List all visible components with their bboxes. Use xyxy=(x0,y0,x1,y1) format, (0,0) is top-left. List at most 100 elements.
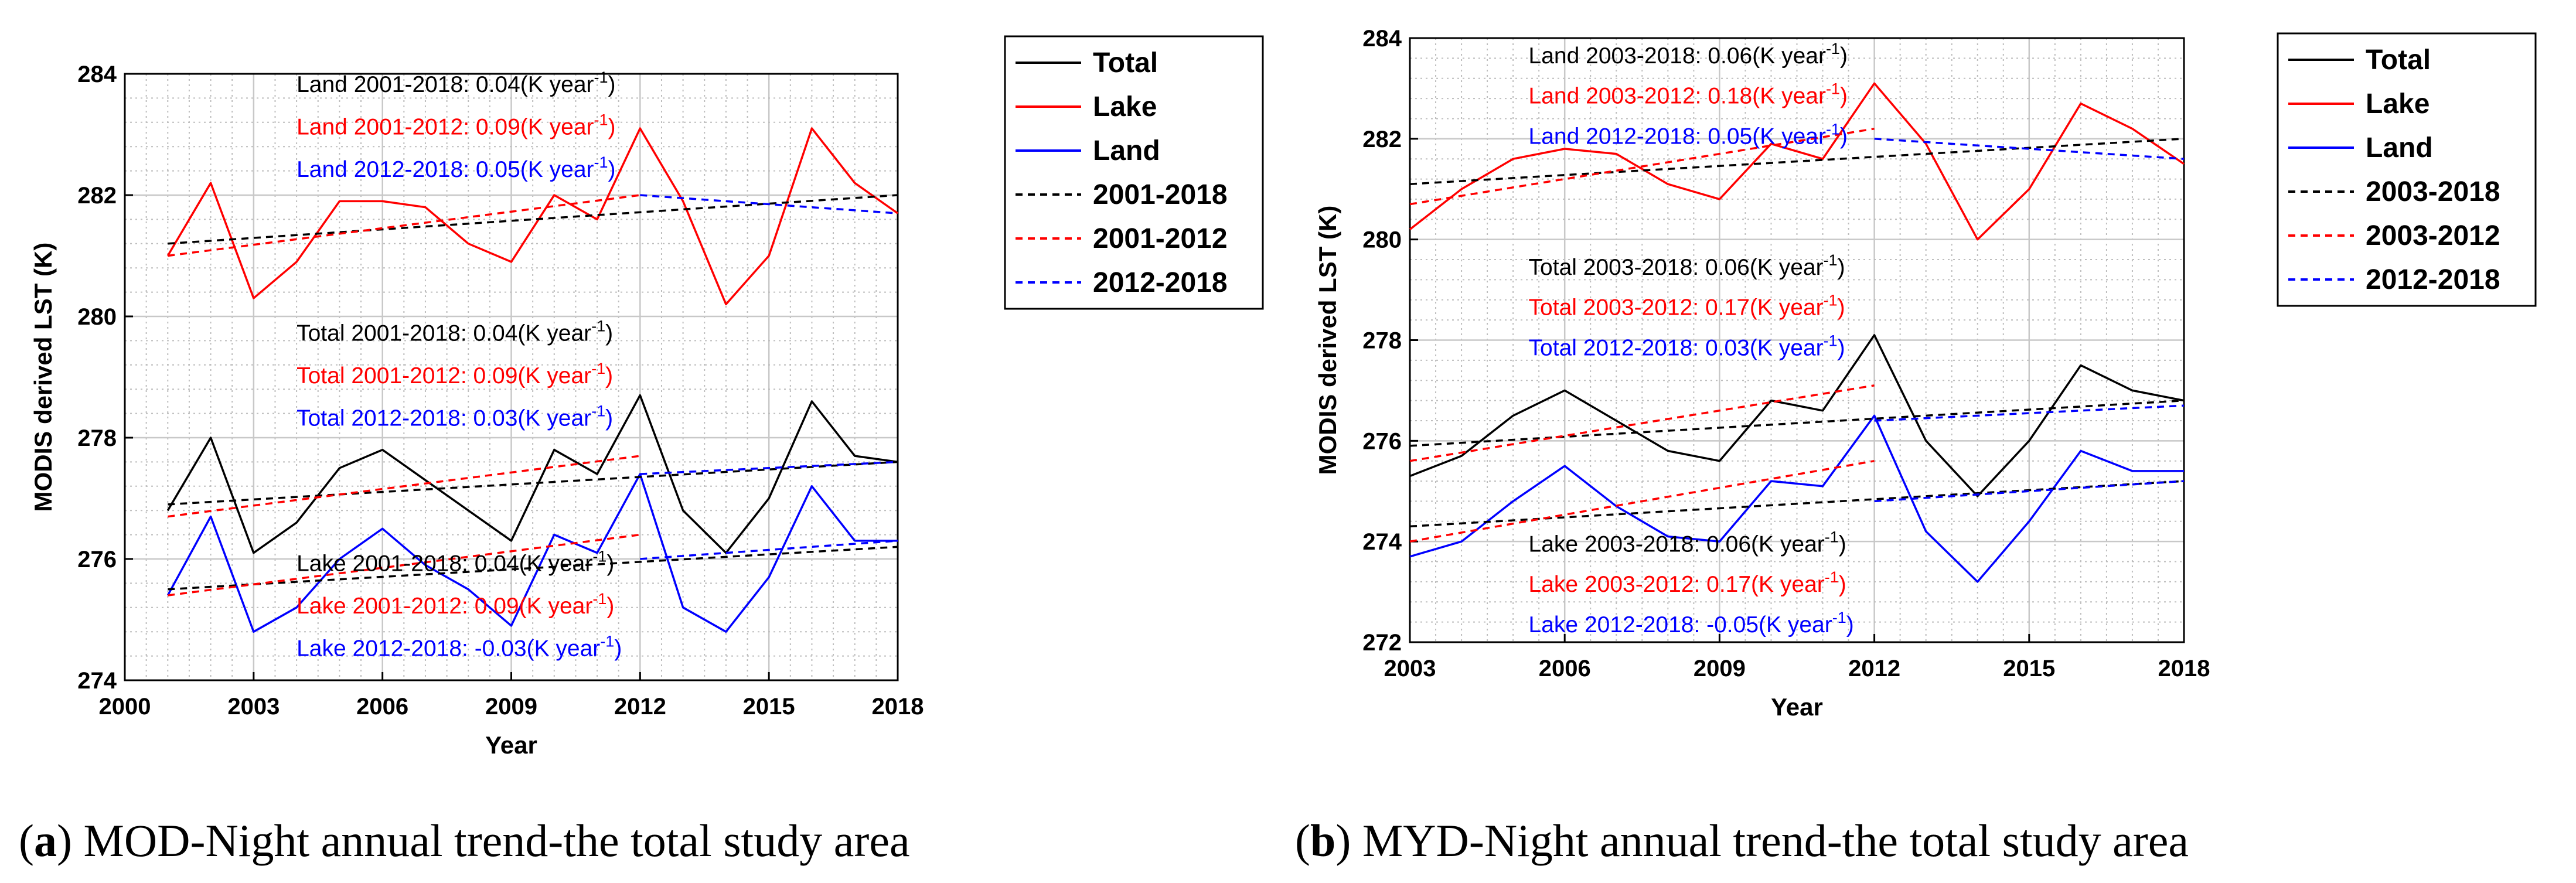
chart-b-annotation-3-exp: -1 xyxy=(1824,251,1838,269)
chart-b-annotation-3-label: Total 2003-2018: 0.06 xyxy=(1529,255,1750,280)
chart-b-x-tick-label-2009: 2009 xyxy=(1694,656,1746,681)
chart-a-annotation-6-close: ) xyxy=(606,551,614,577)
chart-b-legend-label-2003-2018: 2003-2018 xyxy=(2366,176,2500,207)
chart-b-annotation-4: Total 2003-2012: 0.17(K year-1) xyxy=(1529,292,1845,321)
chart-b-series-2003-2018-lake xyxy=(1409,138,2185,185)
chart-a-annotation-3: Total 2001-2018: 0.04(K year-1) xyxy=(297,317,613,346)
chart-b-series-land xyxy=(1409,414,2184,583)
chart-b-x-tick-label-2012: 2012 xyxy=(1848,656,1900,681)
chart-b-annotation-8-close: ) xyxy=(1846,612,1854,637)
chart-a-annotation-1-close: ) xyxy=(608,115,616,140)
chart-a-annotation-5: Total 2012-2018: 0.03(K year-1) xyxy=(297,402,613,431)
chart-a-series-total xyxy=(166,394,898,554)
chart-b-annotation-8-unit: (K year xyxy=(1759,612,1832,637)
chart-a-annotation-2-exp: -1 xyxy=(594,154,608,171)
chart-a-y-axis-label: MODIS derived LST (K) xyxy=(29,243,57,512)
chart-b-x-tick-label-2018: 2018 xyxy=(2158,656,2210,681)
chart-a-series-2012-2018-total xyxy=(640,461,898,475)
chart-a-annotation-4: Total 2001-2012: 0.09(K year-1) xyxy=(297,360,613,388)
chart-b-series-2003-2018-total xyxy=(1409,399,2185,447)
chart-a-y-tick-label-276: 276 xyxy=(77,547,117,572)
chart-a-annotation-0-unit: (K year xyxy=(520,72,594,97)
chart-a-annotation-1: Land 2001-2012: 0.09(K year-1) xyxy=(297,111,615,140)
chart-a-legend-box xyxy=(1004,35,1264,310)
chart-b-annotation-4-exp: -1 xyxy=(1824,292,1838,309)
chart-b-annotation-5-unit: (K year xyxy=(1750,335,1824,360)
chart-a-y-tick-label-284: 284 xyxy=(77,62,117,87)
chart-b-annotation-7-exp: -1 xyxy=(1825,568,1839,586)
chart-a-x-tick-label-2000: 2000 xyxy=(99,694,151,720)
chart-b-x-tick-label-2015: 2015 xyxy=(2003,656,2055,681)
chart-b-annotation-4-close: ) xyxy=(1838,295,1845,321)
chart-b-y-tick-label-284: 284 xyxy=(1362,26,1402,52)
caption-b-close: ) xyxy=(1335,815,1351,866)
chart-b-annotation-6: Lake 2003-2018: 0.06(K year-1) xyxy=(1529,528,1846,557)
chart-b-x-axis-label: Year xyxy=(1771,693,1823,721)
chart-b-annotation-1-close: ) xyxy=(1840,84,1848,109)
chart-a-legend-label-land: Land xyxy=(1093,135,1160,166)
chart-a-annotation-8-exp: -1 xyxy=(600,633,614,650)
caption-a-text: MOD-Night annual trend-the total study a… xyxy=(71,815,910,866)
chart-b-annotation-5-close: ) xyxy=(1838,335,1845,360)
chart-a-annotation-5-exp: -1 xyxy=(591,402,605,420)
chart-a-annotation-6-exp: -1 xyxy=(592,548,606,565)
chart-a-annotation-3-unit: (K year xyxy=(517,321,591,346)
chart-b-series-2003-2012-lake xyxy=(1409,127,1875,206)
chart-b-x-tick-label-2003: 2003 xyxy=(1384,656,1436,681)
chart-b-y-tick-label-280: 280 xyxy=(1362,227,1402,253)
chart-a-annotation-8-unit: (K year xyxy=(527,636,601,662)
chart-a-annotation-7-close: ) xyxy=(606,594,614,619)
chart-b-legend-label-lake: Lake xyxy=(2366,88,2430,120)
chart-a-series-2001-2012-land xyxy=(168,533,640,596)
chart-a-series-2001-2018-land xyxy=(168,546,898,591)
chart-b-annotation-7-close: ) xyxy=(1839,572,1846,597)
chart-a-annotation-5-unit: (K year xyxy=(517,405,591,431)
chart-a-legend-label-lake: Lake xyxy=(1093,91,1157,122)
chart-b-legend-label-2003-2012: 2003-2012 xyxy=(2366,220,2500,251)
chart-a-series-land xyxy=(166,473,898,633)
chart-a-annotation-4-label: Total 2001-2012: 0.09 xyxy=(297,363,517,388)
chart-a-y-tick-label-274: 274 xyxy=(77,668,117,694)
chart-b-annotation-4-label: Total 2003-2012: 0.17 xyxy=(1529,295,1750,321)
chart-b-annotation-0: Land 2003-2018: 0.06(K year-1) xyxy=(1529,40,1848,69)
chart-b-y-tick-label-276: 276 xyxy=(1362,428,1402,454)
chart-a-series-2012-2018-land xyxy=(640,540,898,560)
chart-a-annotation-0-label: Land 2001-2018: 0.04 xyxy=(297,72,520,97)
chart-b: 2003 2006 2009 2012 2015 2018 272 274 276 278 280 2… xyxy=(1314,26,2537,721)
chart-a-legend-label-2012-2018: 2012-2018 xyxy=(1093,267,1228,298)
chart-b-annotation-2-label: Land 2012-2018: 0.05 xyxy=(1529,124,1753,149)
chart-a-annotation-7: Lake 2001-2012: 0.09(K year-1) xyxy=(297,590,614,619)
chart-b-annotation-8: Lake 2012-2018: -0.05(K year-1) xyxy=(1529,609,1854,637)
chart-a-x-tick-label-2018: 2018 xyxy=(872,694,924,720)
chart-a-annotation-8-label: Lake 2012-2018: -0.03 xyxy=(297,636,526,662)
chart-b-annotation-2-close: ) xyxy=(1840,124,1848,149)
chart-a-series-2001-2012-lake xyxy=(168,194,640,257)
caption-a-close: ) xyxy=(56,815,72,866)
chart-a-x-tick-label-2006: 2006 xyxy=(356,694,408,720)
caption-a-open: ( xyxy=(19,815,34,866)
chart-a-annotation-3-exp: -1 xyxy=(591,317,605,335)
chart-b-legend-label-land: Land xyxy=(2366,132,2433,163)
chart-b-legend-label-total: Total xyxy=(2366,45,2431,76)
chart-a-annotation-2-label: Land 2012-2018: 0.05 xyxy=(297,157,520,182)
chart-a-annotation-5-label: Total 2012-2018: 0.03 xyxy=(297,405,517,431)
caption-b-letter: b xyxy=(1310,815,1336,866)
chart-a-annotation-6-unit: (K year xyxy=(519,551,593,577)
chart-a-annotation-1-unit: (K year xyxy=(520,115,594,140)
chart-b-annotation-7-unit: (K year xyxy=(1751,572,1825,597)
chart-a-annotation-0-close: ) xyxy=(608,72,616,97)
chart-b-x-tick-label-2006: 2006 xyxy=(1539,656,1591,681)
chart-a-annotation-7-exp: -1 xyxy=(592,590,606,608)
chart-b-annotation-1: Land 2003-2012: 0.18(K year-1) xyxy=(1529,80,1848,109)
caption-b: (b) MYD-Night annual trend-the total stu… xyxy=(1295,814,2189,867)
chart-a-x-tick-label-2012: 2012 xyxy=(614,694,666,720)
chart-a-annotation-2-unit: (K year xyxy=(520,157,594,182)
chart-b-annotation-0-label: Land 2003-2018: 0.06 xyxy=(1529,43,1753,69)
chart-a-annotation-7-label: Lake 2001-2012: 0.09 xyxy=(297,594,519,619)
chart-a-annotation-4-unit: (K year xyxy=(517,363,591,388)
chart-b-y-tick-label-274: 274 xyxy=(1362,529,1402,555)
chart-b-series-2003-2018-land xyxy=(1409,480,2185,528)
chart-b-annotation-2-exp: -1 xyxy=(1826,120,1840,138)
chart-b-annotation-5: Total 2012-2018: 0.03(K year-1) xyxy=(1529,332,1845,360)
